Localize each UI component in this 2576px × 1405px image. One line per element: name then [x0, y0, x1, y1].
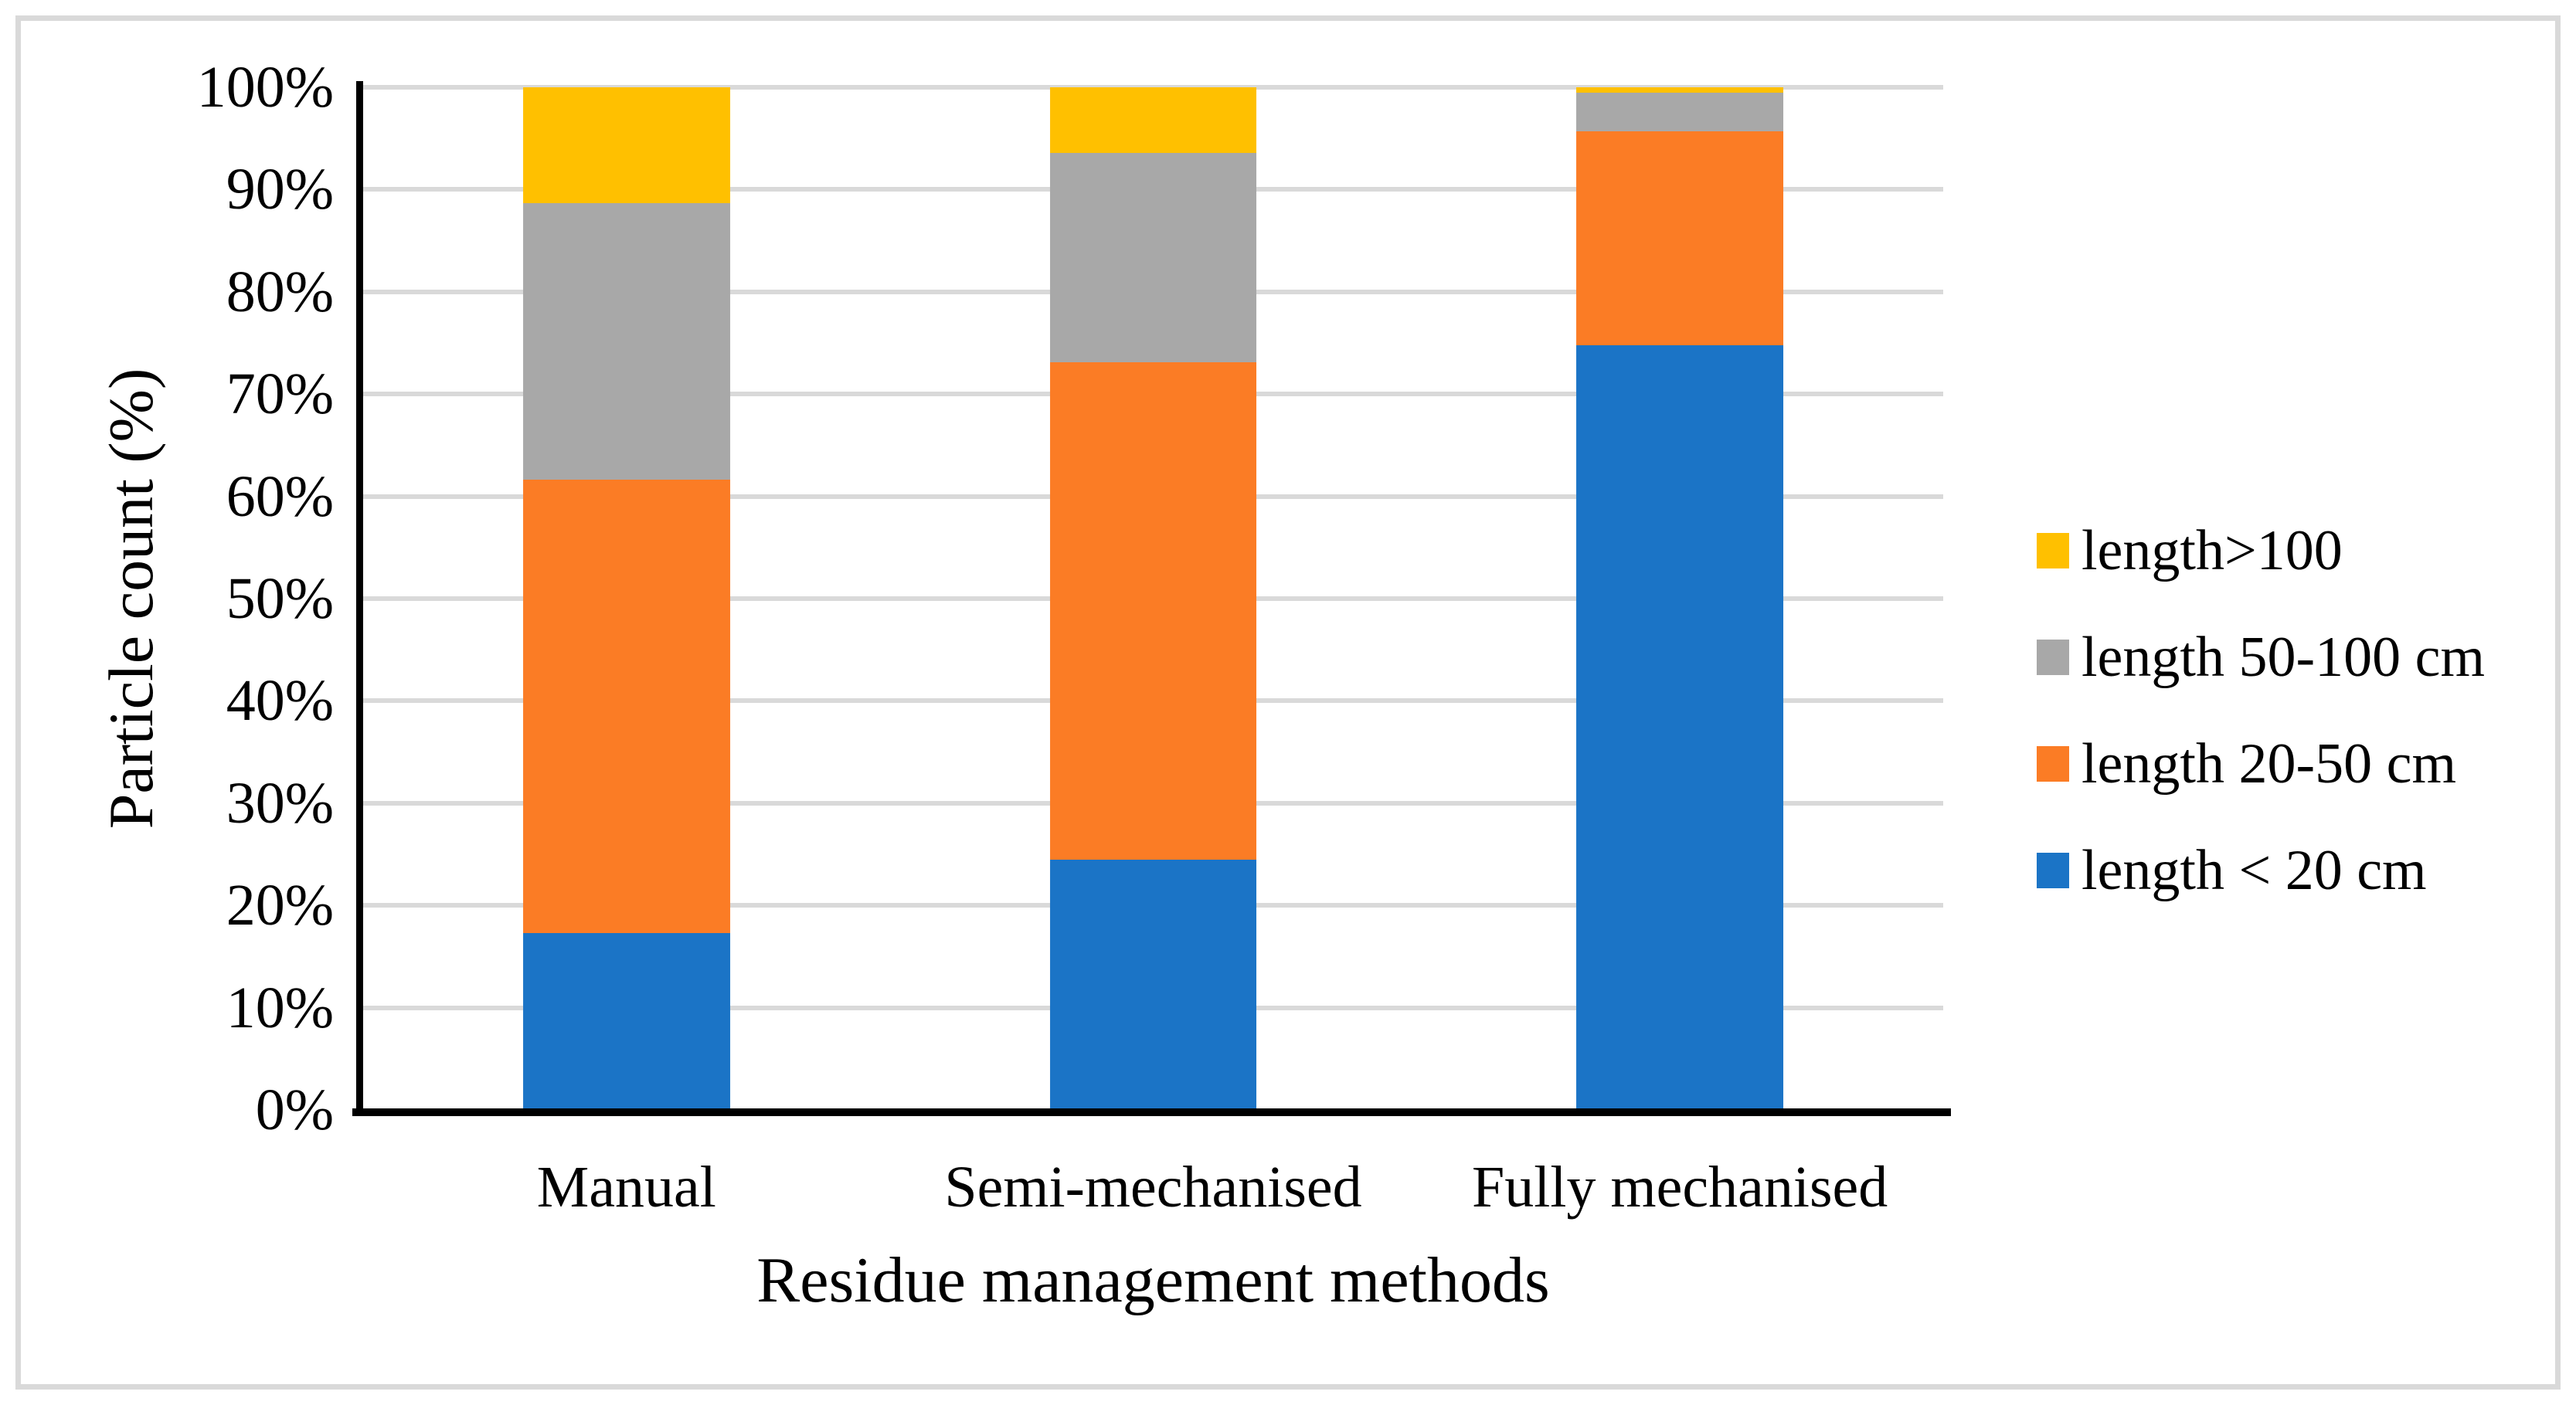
- x-tick-label-Fully mechanised: Fully mechanised: [1472, 1155, 1888, 1220]
- y-tick-label-80%: 80%: [226, 259, 334, 324]
- y-tick-label-40%: 40%: [226, 668, 334, 734]
- y-axis-line: [356, 81, 363, 1113]
- legend-label-length>100: length>100: [2082, 519, 2343, 582]
- bar-Fully mechanised: [1576, 87, 1784, 1110]
- bar-segment-Semi-mechanised-length < 20 cm: [1049, 859, 1257, 1110]
- chart-legend: length>100 length 50-100 cm length 20-50 c…: [2037, 0, 2531, 1405]
- y-tick-label-30%: 30%: [226, 770, 334, 836]
- bar-segment-Fully mechanised-length>100: [1576, 87, 1784, 93]
- x-tick-label-Semi-mechanised: Semi-mechanised: [944, 1155, 1362, 1220]
- legend-item-length < 20 cm: length < 20 cm: [2037, 842, 2427, 899]
- legend-label-length < 20 cm: length < 20 cm: [2082, 839, 2427, 902]
- y-tick-label-60%: 60%: [226, 463, 334, 529]
- y-tick-label-90%: 90%: [226, 157, 334, 222]
- legend-swatch-length 20-50 cm: [2037, 746, 2069, 782]
- y-tick-label-10%: 10%: [226, 975, 334, 1040]
- x-axis-tick-labels: Manual Semi-mechanised Fully mechanised: [363, 1152, 1943, 1230]
- bar-segment-Fully mechanised-length 20-50 cm: [1576, 131, 1784, 345]
- bar-segment-Manual-length>100: [522, 87, 730, 203]
- x-axis-line: [352, 1108, 1951, 1116]
- plot-area: [352, 81, 1951, 1116]
- gridline-100%: [363, 85, 1943, 90]
- y-tick-label-50%: 50%: [226, 566, 334, 631]
- y-tick-label-70%: 70%: [226, 361, 334, 427]
- bar-segment-Fully mechanised-length 50-100 cm: [1576, 92, 1784, 131]
- bar-segment-Manual-length < 20 cm: [522, 932, 730, 1110]
- y-axis-tick-labels: 0% 10% 20% 30% 40% 50% 60% 70% 80% 90% 100%: [62, 58, 334, 1139]
- legend-item-length>100: length>100: [2037, 522, 2343, 579]
- legend-swatch-length < 20 cm: [2037, 853, 2069, 888]
- bar-segment-Semi-mechanised-length>100: [1049, 87, 1257, 153]
- legend-item-length 50-100 cm: length 50-100 cm: [2037, 629, 2485, 686]
- x-axis-title: Residue management methods: [756, 1244, 1550, 1316]
- bar-segment-Semi-mechanised-length 50-100 cm: [1049, 152, 1257, 363]
- bar-Manual: [522, 87, 730, 1110]
- bars: [363, 87, 1943, 1110]
- legend-swatch-length 50-100 cm: [2037, 640, 2069, 675]
- y-tick-label-0%: 0%: [255, 1078, 334, 1142]
- bar-segment-Semi-mechanised-length 20-50 cm: [1049, 362, 1257, 860]
- bar-Semi-mechanised: [1049, 87, 1257, 1110]
- legend-item-length 20-50 cm: length 20-50 cm: [2037, 735, 2456, 792]
- legend-label-length 20-50 cm: length 20-50 cm: [2082, 732, 2457, 796]
- y-tick-label-20%: 20%: [226, 873, 334, 938]
- legend-swatch-length>100: [2037, 533, 2069, 568]
- y-tick-label-100%: 100%: [196, 55, 334, 120]
- x-tick-label-Manual: Manual: [536, 1155, 716, 1220]
- legend-label-length 50-100 cm: length 50-100 cm: [2082, 626, 2486, 689]
- bar-segment-Manual-length 20-50 cm: [522, 480, 730, 933]
- bar-segment-Manual-length 50-100 cm: [522, 202, 730, 480]
- bar-segment-Fully mechanised-length < 20 cm: [1576, 344, 1784, 1110]
